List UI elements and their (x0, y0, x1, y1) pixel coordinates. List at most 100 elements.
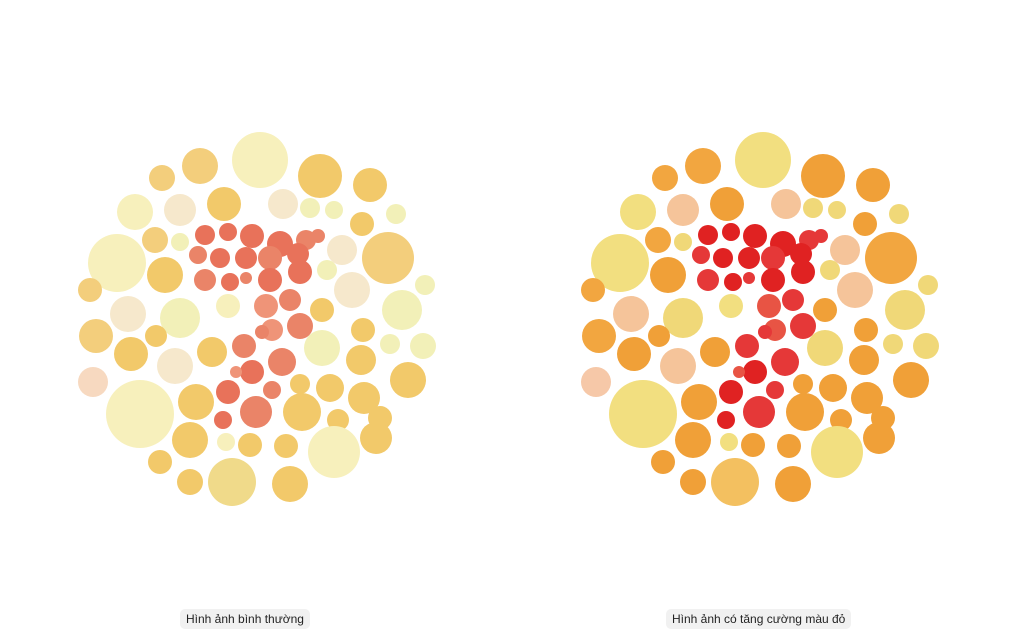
background-dot (386, 204, 406, 224)
background-dot (117, 194, 153, 230)
digit-seven-dot (722, 223, 740, 241)
plate-red-enhanced-image (581, 132, 939, 506)
background-dot (353, 168, 387, 202)
digit-seven-dot (258, 246, 282, 270)
background-dot (849, 345, 879, 375)
background-dot (88, 234, 146, 292)
background-dot (720, 433, 738, 451)
background-dot (207, 187, 241, 221)
plate-normal-image (78, 132, 436, 506)
background-dot (317, 260, 337, 280)
digit-seven-dot (738, 247, 760, 269)
digit-seven-dot (698, 225, 718, 245)
background-dot (885, 290, 925, 330)
digit-seven-dot (287, 243, 309, 265)
background-dot (801, 154, 845, 198)
background-dot (348, 382, 380, 414)
background-dot (346, 345, 376, 375)
background-dot (865, 232, 917, 284)
background-dot (811, 426, 863, 478)
background-dot (828, 201, 846, 219)
background-dot (609, 380, 677, 448)
digit-seven-dot (757, 294, 781, 318)
digit-seven-dot (791, 260, 815, 284)
background-dot (308, 426, 360, 478)
digit-seven-dot (743, 224, 767, 248)
background-dot (803, 198, 823, 218)
background-dot (710, 187, 744, 221)
background-dot (390, 362, 426, 398)
background-dot (741, 433, 765, 457)
background-dot (889, 204, 909, 224)
background-dot (149, 165, 175, 191)
background-dot (813, 298, 837, 322)
background-dot (582, 319, 616, 353)
background-dot (681, 384, 717, 420)
background-dot (853, 212, 877, 236)
background-dot (581, 367, 611, 397)
background-dot (274, 434, 298, 458)
background-dot (613, 296, 649, 332)
digit-seven-dot (221, 273, 239, 291)
digit-seven-dot (240, 396, 272, 428)
background-dot (807, 330, 843, 366)
digit-seven-dot (216, 380, 240, 404)
background-dot (651, 450, 675, 474)
digit-seven-dot (724, 273, 742, 291)
digit-seven-dot (210, 248, 230, 268)
digit-seven-dot (258, 268, 282, 292)
digit-seven-dot (263, 381, 281, 399)
background-dot (327, 409, 349, 431)
background-dot (830, 409, 852, 431)
digit-seven-dot (279, 289, 301, 311)
background-dot (147, 257, 183, 293)
background-dot (197, 337, 227, 367)
digit-seven-dot (790, 243, 812, 265)
background-dot (164, 194, 196, 226)
digit-seven-dot (814, 229, 828, 243)
background-dot (820, 260, 840, 280)
background-dot (350, 212, 374, 236)
background-dot (410, 333, 436, 359)
background-dot (177, 469, 203, 495)
background-dot (591, 234, 649, 292)
background-dot (700, 337, 730, 367)
background-dot (290, 374, 310, 394)
digit-seven-dot (214, 411, 232, 429)
digit-seven-dot (235, 247, 257, 269)
digit-seven-dot (758, 325, 772, 339)
background-dot (310, 298, 334, 322)
digit-seven-dot (771, 348, 799, 376)
background-dot (648, 325, 670, 347)
background-dot (863, 422, 895, 454)
background-dot (360, 422, 392, 454)
background-dot (830, 235, 860, 265)
background-dot (334, 272, 370, 308)
digit-seven-dot (232, 334, 256, 358)
background-dot (837, 272, 873, 308)
background-dot (415, 275, 435, 295)
background-dot (272, 466, 308, 502)
digit-seven-dot (311, 229, 325, 243)
background-dot (380, 334, 400, 354)
background-dot (106, 380, 174, 448)
background-dot (685, 148, 721, 184)
digit-seven-dot (288, 260, 312, 284)
background-dot (160, 298, 200, 338)
background-dot (283, 393, 321, 431)
digit-seven-dot (254, 294, 278, 318)
background-dot (775, 466, 811, 502)
background-dot (316, 374, 344, 402)
background-dot (620, 194, 656, 230)
background-dot (856, 168, 890, 202)
background-dot (883, 334, 903, 354)
digit-seven-dot (195, 225, 215, 245)
digit-seven-dot (735, 334, 759, 358)
digit-seven-dot (255, 325, 269, 339)
background-dot (172, 422, 208, 458)
background-dot (851, 382, 883, 414)
background-dot (382, 290, 422, 330)
background-dot (771, 189, 801, 219)
background-dot (786, 393, 824, 431)
